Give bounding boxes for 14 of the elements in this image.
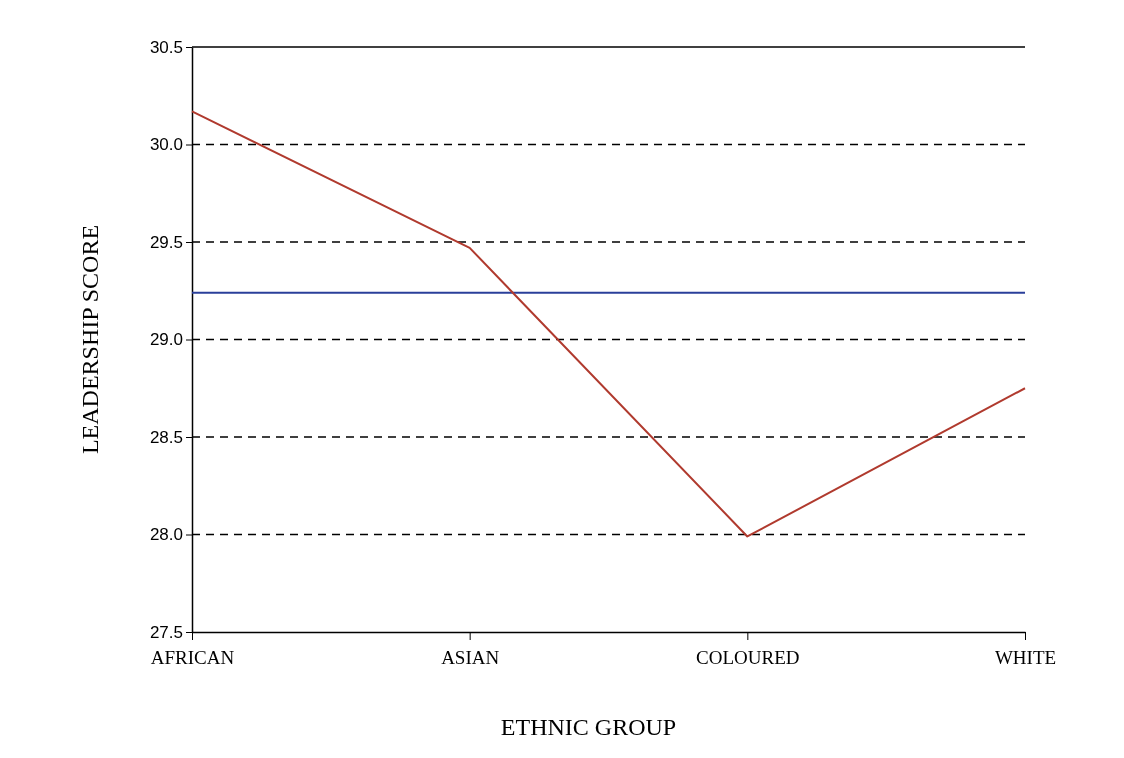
y-tick-label: 29.5 (149, 232, 183, 252)
line-series (191, 110, 1026, 538)
x-tick-label: WHITE (994, 646, 1057, 668)
x-axis-title: ETHNIC GROUP (500, 714, 677, 740)
y-tick-label: 28.0 (149, 525, 183, 545)
y-tick-label: 28.5 (149, 427, 183, 447)
x-tick-label: ASIAN (441, 646, 500, 668)
y-tick-label: 30.0 (149, 135, 183, 155)
y-tick-label: 27.5 (149, 622, 183, 642)
y-tick-label: 30.5 (149, 37, 183, 57)
y-tick-label: 29.0 (149, 330, 183, 350)
x-tick-label: COLOURED (696, 646, 800, 668)
x-tick-label: AFRICAN (150, 646, 235, 668)
y-axis-title: LEADERSHIP SCORE (77, 224, 103, 455)
